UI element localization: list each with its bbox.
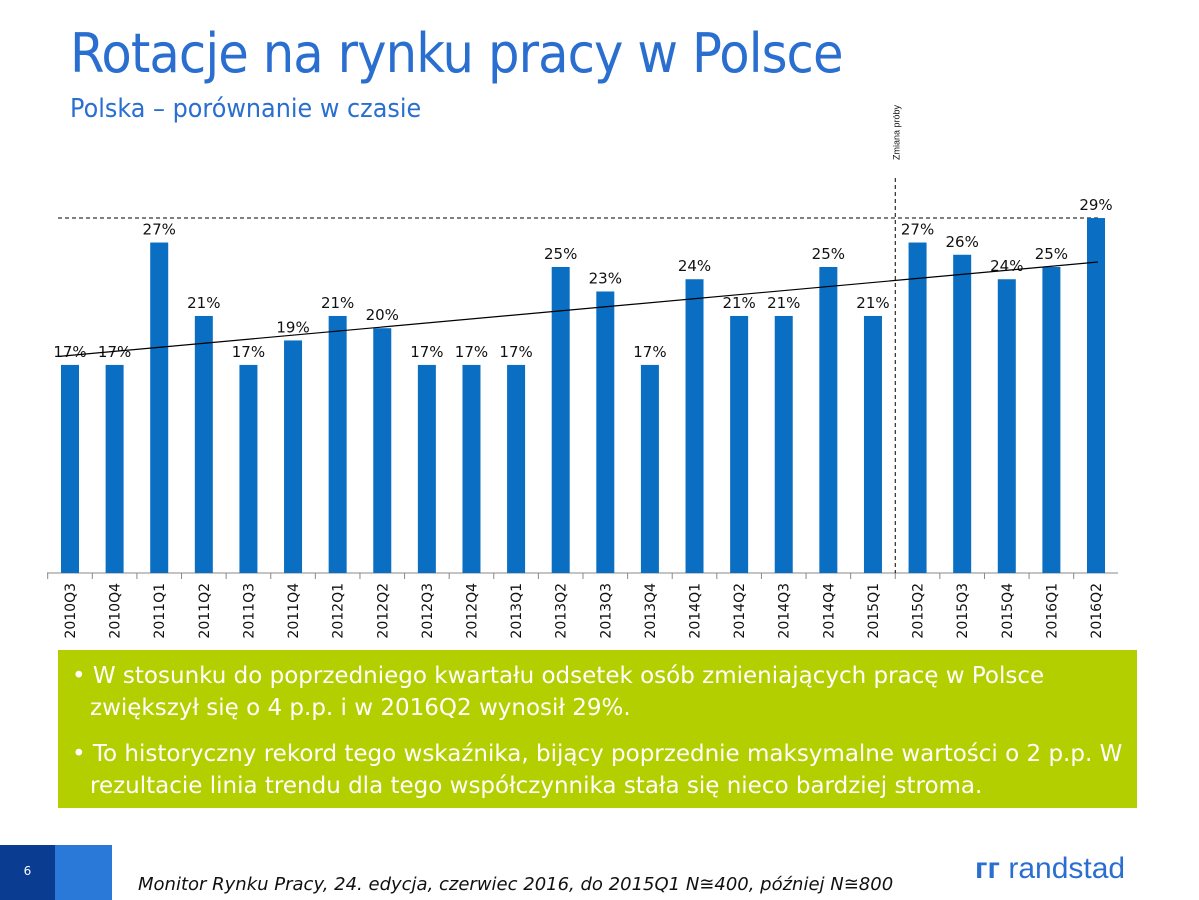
data-label: 17% [455,343,488,361]
data-label: 21% [321,294,354,312]
bar-2011Q4 [284,340,303,573]
bar-2014Q3 [774,315,793,573]
data-label: 25% [812,245,845,263]
data-label: 23% [589,269,622,287]
x-tick-label: 2015Q1 [866,583,882,639]
x-tick-label: 2014Q4 [821,583,837,639]
logo-text: randstad [1008,852,1126,885]
x-tick-label: 2013Q1 [509,583,525,639]
data-label: 24% [990,257,1023,275]
bar-2013Q4 [640,364,659,573]
x-tick-label: 2011Q2 [197,583,213,639]
bar-2015Q3 [953,254,972,573]
data-label: 20% [366,306,399,324]
x-tick-label: 2011Q1 [152,583,168,639]
x-tick-label: 2015Q2 [911,583,927,639]
trend-line [57,261,1099,358]
data-label: 21% [187,294,220,312]
data-label: 29% [1079,196,1112,214]
x-tick-label: 2016Q1 [1044,583,1060,639]
data-label: 24% [678,257,711,275]
bar-2016Q1 [1042,267,1061,573]
bar-2011Q2 [194,315,213,573]
bar-2015Q1 [863,315,882,573]
source-note: Monitor Rynku Pracy, 24. edycja, czerwie… [138,874,894,895]
bar-2012Q1 [328,315,347,573]
bar-2013Q1 [507,364,526,573]
x-tick-label: 2014Q2 [732,583,748,639]
x-tick-label: 2015Q4 [1000,583,1016,639]
bar-2013Q2 [551,267,570,573]
summary-bullet: • W stosunku do poprzedniego kwartału od… [72,663,1045,721]
x-tick-label: 2014Q3 [777,583,793,639]
bar-2010Q3 [61,364,79,573]
x-tick-label: 2011Q4 [286,583,302,639]
x-tick-label: 2016Q2 [1089,583,1105,639]
data-label: 17% [633,343,666,361]
summary-bullet: • To historyczny rekord tego wskaźnika, … [72,741,1123,799]
bar-2014Q2 [730,315,749,573]
x-tick-label: 2013Q4 [643,583,659,639]
x-tick-label: 2011Q3 [241,583,257,639]
data-label: 19% [276,318,309,336]
bar-2011Q1 [150,242,169,573]
bar-2015Q4 [997,279,1016,573]
data-label: 25% [1035,245,1068,263]
data-label: 21% [722,294,755,312]
data-label: 27% [143,221,176,239]
bar-2014Q4 [819,267,838,573]
bar-2014Q1 [685,279,704,573]
bar-2011Q3 [239,364,258,573]
sample-change-label: Zmiana próby [891,104,901,160]
data-label: 17% [410,343,443,361]
x-tick-label: 2012Q1 [331,583,347,639]
x-tick-label: 2012Q4 [464,583,480,639]
x-tick-label: 2010Q4 [108,583,124,639]
data-label: 27% [901,221,934,239]
x-tick-label: 2013Q2 [554,583,570,639]
footer-accent [55,845,112,900]
data-label: 21% [767,294,800,312]
page-title: Rotacje na rynku pracy w Polsce [70,22,844,85]
data-label: 17% [53,343,86,361]
data-label: 17% [499,343,532,361]
data-label: 17% [232,343,265,361]
x-tick-label: 2015Q3 [955,583,971,639]
bar-2012Q3 [417,364,436,573]
x-tick-label: 2010Q3 [63,583,79,639]
bar-2013Q3 [596,291,615,573]
data-label: 21% [856,294,889,312]
page-number: 6 [0,845,55,900]
data-label: 26% [946,233,979,251]
bar-2016Q2 [1087,218,1105,574]
bar-2012Q4 [462,364,481,573]
summary-box: • W stosunku do poprzedniego kwartału od… [58,650,1137,808]
randstad-logo: ᴦᴦ randstad [975,852,1125,886]
bar-2010Q4 [105,364,124,573]
x-tick-label: 2012Q2 [375,583,391,639]
x-tick-label: 2012Q3 [420,583,436,639]
x-tick-label: 2014Q1 [688,583,704,639]
bar-2012Q2 [373,328,392,573]
bar-2015Q2 [908,242,927,573]
page-subtitle: Polska – porównanie w czasie [70,94,422,124]
data-label: 25% [544,245,577,263]
x-tick-label: 2013Q3 [598,583,614,639]
randstad-logo-icon: ᴦᴦ [975,852,1000,885]
bar-chart: 17% 2010Q3 17% 2010Q4 27% 2011Q1 21% 2011Q2 17% 2… [47,104,1118,639]
